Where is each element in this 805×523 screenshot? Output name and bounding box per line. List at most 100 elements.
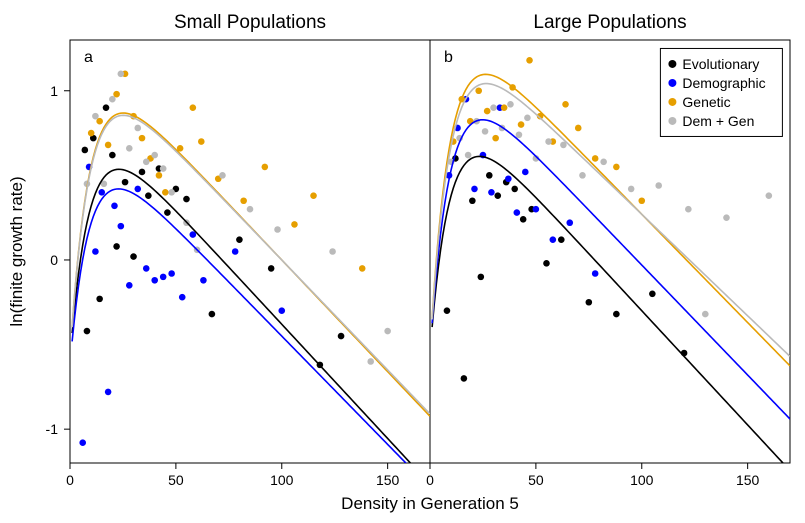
data-point — [98, 189, 105, 196]
legend-label: Demographic — [682, 75, 765, 91]
data-point — [278, 307, 285, 314]
data-point — [638, 197, 645, 204]
legend-swatch — [668, 79, 676, 87]
data-point — [702, 311, 709, 318]
panel-letter-a: a — [84, 49, 93, 66]
data-point — [655, 182, 662, 189]
data-point — [168, 270, 175, 277]
data-point — [164, 209, 171, 216]
data-point — [469, 197, 476, 204]
fit-curve — [72, 169, 430, 484]
data-point — [501, 104, 508, 111]
data-point — [291, 221, 298, 228]
data-point — [79, 439, 86, 446]
x-tick-label: 100 — [630, 472, 654, 488]
data-point — [96, 118, 103, 125]
y-axis-label: ln(finite growth rate) — [7, 176, 26, 326]
data-point — [198, 138, 205, 145]
data-point — [160, 274, 167, 281]
x-axis-label: Density in Generation 5 — [341, 494, 519, 513]
data-point — [130, 253, 137, 260]
x-tick-label: 0 — [426, 472, 434, 488]
y-tick-label: 1 — [50, 83, 58, 99]
data-point — [524, 115, 531, 122]
data-point — [134, 125, 141, 132]
data-point — [575, 125, 582, 132]
data-point — [103, 104, 110, 111]
chart-svg: 050100150050100150-101Density in Generat… — [0, 0, 805, 523]
data-point — [562, 101, 569, 108]
x-tick-label: 150 — [736, 472, 760, 488]
data-point — [338, 333, 345, 340]
x-tick-label: 100 — [270, 472, 294, 488]
data-point — [649, 291, 656, 298]
data-point — [111, 203, 118, 210]
data-point — [550, 236, 557, 243]
data-point — [520, 216, 527, 223]
data-point — [151, 277, 158, 284]
data-point — [160, 165, 167, 172]
data-point — [484, 108, 491, 115]
x-tick-label: 150 — [376, 472, 400, 488]
data-point — [109, 152, 116, 159]
data-point — [526, 57, 533, 64]
fit-curve — [432, 156, 790, 470]
data-point — [200, 277, 207, 284]
data-point — [522, 169, 529, 176]
data-point — [219, 172, 226, 179]
data-point — [156, 172, 163, 179]
legend-label: Genetic — [682, 94, 730, 110]
data-point — [579, 172, 586, 179]
data-point — [92, 113, 99, 120]
data-point — [465, 152, 472, 159]
fit-curve — [72, 115, 430, 414]
data-point — [126, 145, 133, 152]
data-point — [209, 311, 216, 318]
data-point — [505, 175, 512, 182]
data-point — [113, 91, 120, 98]
data-point — [84, 328, 91, 335]
legend-swatch — [668, 98, 676, 106]
fit-curve — [432, 120, 790, 419]
data-point — [543, 260, 550, 267]
data-point — [168, 189, 175, 196]
data-point — [461, 375, 468, 382]
x-tick-label: 50 — [168, 472, 184, 488]
data-point — [151, 152, 158, 159]
data-point — [482, 128, 489, 135]
data-point — [511, 186, 518, 193]
data-point — [545, 138, 552, 145]
data-point — [492, 135, 499, 142]
data-point — [92, 248, 99, 255]
data-point — [232, 248, 239, 255]
panel-frame — [70, 40, 430, 463]
data-point — [586, 299, 593, 306]
data-point — [274, 226, 281, 233]
data-point — [240, 197, 247, 204]
data-point — [268, 265, 275, 272]
data-point — [162, 189, 169, 196]
panel-left — [72, 71, 430, 488]
data-point — [139, 135, 146, 142]
data-point — [566, 219, 573, 226]
data-point — [105, 389, 112, 396]
data-point — [143, 159, 150, 166]
panel-title-left: Small Populations — [174, 12, 326, 33]
data-point — [516, 131, 523, 138]
data-point — [139, 169, 146, 176]
data-point — [145, 192, 152, 199]
data-point — [766, 192, 773, 199]
data-point — [613, 164, 620, 171]
data-point — [118, 223, 125, 230]
data-point — [444, 307, 451, 314]
data-point — [134, 186, 141, 193]
data-point — [96, 296, 103, 303]
data-point — [143, 265, 150, 272]
data-point — [685, 206, 692, 213]
data-point — [179, 294, 186, 301]
x-tick-label: 50 — [528, 472, 544, 488]
data-point — [310, 192, 317, 199]
data-point — [82, 147, 89, 154]
data-point — [118, 71, 125, 78]
data-point — [478, 274, 485, 281]
